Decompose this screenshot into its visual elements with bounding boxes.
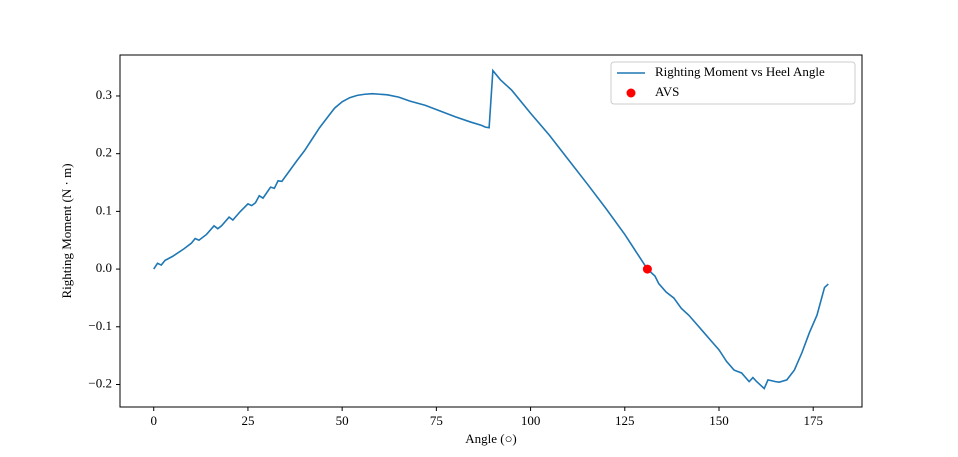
x-tick-label: 100	[521, 413, 541, 428]
x-tick-label: 125	[615, 413, 635, 428]
y-tick-label: −0.1	[88, 318, 112, 333]
x-tick-label: 175	[803, 413, 823, 428]
x-axis-label: Angle (○)	[465, 431, 517, 446]
y-axis-label: Righting Moment (N · m)	[59, 163, 74, 298]
legend-label: Righting Moment vs Heel Angle	[655, 64, 825, 79]
x-tick-label: 75	[430, 413, 443, 428]
legend-box	[610, 61, 856, 105]
plot-frame	[119, 54, 863, 408]
line-series	[153, 68, 829, 390]
y-tick-label: 0.1	[96, 202, 112, 217]
x-tick-label: 150	[709, 413, 729, 428]
x-tick-label: 25	[241, 413, 254, 428]
x-tick-label: 0	[150, 413, 157, 428]
legend-marker	[626, 88, 636, 98]
scatter-point	[642, 264, 652, 274]
legend: Righting Moment vs Heel Angle AVS	[610, 61, 856, 105]
y-tick-label: −0.2	[88, 375, 112, 390]
y-tick-label: 0.3	[96, 87, 112, 102]
legend-label: AVS	[655, 84, 679, 99]
y-tick-label: 0.0	[96, 260, 112, 275]
x-tick-label: 50	[336, 413, 349, 428]
y-tick-label: 0.2	[96, 145, 112, 160]
